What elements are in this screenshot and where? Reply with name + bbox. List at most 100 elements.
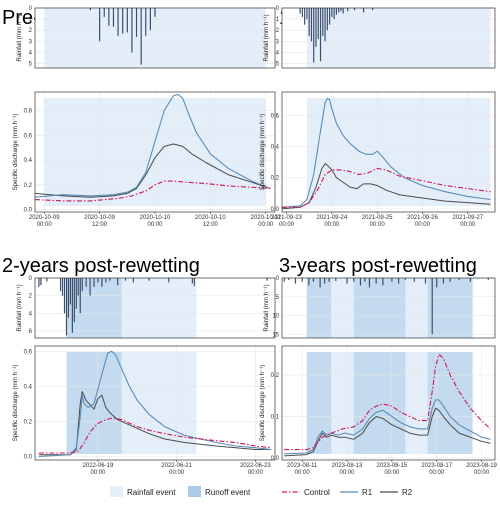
x-tick-line: 00:00: [460, 222, 476, 228]
x-tick-line: 00:00: [370, 222, 386, 228]
legend-runoff-event-label: Runoff event: [205, 488, 251, 497]
x-tick-label: 2023-08-15 00:00: [377, 463, 408, 476]
x-tick-line: 00:00: [147, 222, 163, 228]
rain-tick-label: 0: [29, 276, 33, 282]
discharge-tick-label: 0.2: [24, 183, 33, 189]
x-tick-line: 00:00: [340, 470, 356, 476]
panel-1: Pre-rewetting012345Rainfall (mm h⁻¹)0.00…: [2, 6, 282, 228]
series-line-r2: [281, 163, 491, 210]
runoff-event-band: [66, 278, 122, 338]
x-tick-label: 2021-09-26 00:00: [407, 215, 438, 228]
x-tick-label: 2023-08-11 00:00: [287, 463, 318, 476]
discharge-tick-label: 0.6: [24, 133, 33, 139]
runoff-event-band: [306, 278, 332, 338]
rain-tick-label: 2: [276, 28, 280, 34]
legend-control-label: Control: [304, 488, 330, 497]
rain-tick-label: 5: [276, 295, 280, 301]
x-tick-line: 00:00: [384, 470, 400, 476]
rain-y-axis-label: Rainfall (mm h⁻¹): [16, 284, 23, 331]
x-tick-line: 00:00: [258, 222, 274, 228]
rain-y-axis-label: Rainfall (mm h⁻¹): [263, 14, 270, 61]
discharge-y-axis-label: Specific discharge (mm h⁻¹): [259, 365, 266, 442]
series-line-r1: [34, 93, 271, 198]
x-tick-label: 2021-09-25 00:00: [362, 215, 393, 228]
discharge-tick-label: 0.6: [24, 349, 33, 355]
x-tick-line: 00:00: [90, 470, 106, 476]
rain-plot-frame: [281, 7, 496, 69]
x-tick-label: 2023-08-19 00:00: [466, 463, 497, 476]
x-tick-line: 2021-09-23: [271, 215, 302, 221]
discharge-tick-label: 0.0: [24, 454, 33, 460]
rain-y-axis-label: Rainfall (mm h⁻¹): [263, 284, 270, 331]
discharge-plot-frame: [34, 345, 276, 461]
x-tick-line: 12:00: [203, 222, 219, 228]
series-line-control: [282, 167, 491, 208]
x-tick-line: 2021-09-24: [316, 215, 347, 221]
rain-tick-label: 0: [276, 276, 280, 282]
x-tick-line: 2023-08-15: [377, 463, 408, 469]
rain-y-axis-label: Rainfall (mm h⁻¹): [16, 14, 23, 61]
x-tick-line: 2022-06-19: [83, 463, 114, 469]
series-line-r1: [284, 399, 491, 455]
rain-tick-label: 1: [29, 17, 33, 23]
discharge-tick-label: 0.4: [24, 384, 33, 390]
runoff-event-band: [353, 278, 406, 338]
x-tick-label: 2020-10-09 00:00: [29, 215, 60, 228]
x-tick-label: 2023-08-13 00:00: [332, 463, 363, 476]
discharge-tick-label: 0.4: [271, 145, 280, 151]
x-tick-label: 2021-09-24 00:00: [316, 215, 347, 228]
x-tick-line: 2023-08-19: [466, 463, 497, 469]
x-tick-line: 2020-10-09: [29, 215, 60, 221]
rain-tick-label: 5: [29, 62, 33, 68]
x-tick-line: 2023-08-13: [332, 463, 363, 469]
rain-tick-label: 6: [29, 329, 33, 335]
x-tick-line: 2021-09-27: [452, 215, 483, 221]
x-tick-label: 2022-06-19 00:00: [83, 463, 114, 476]
runoff-event-band: [427, 278, 473, 338]
runoff-event-band: [427, 352, 473, 454]
x-tick-label: 2023-08-17 00:00: [421, 463, 452, 476]
discharge-plot-frame: [34, 91, 276, 213]
discharge-tick-label: 0.1: [271, 414, 280, 420]
x-tick-line: 00:00: [279, 222, 295, 228]
rain-tick-label: 5: [276, 62, 280, 68]
discharge-tick-label: 0.0: [24, 208, 33, 214]
series-line-control: [34, 180, 271, 202]
panels: Pre-rewetting012345Rainfall (mm h⁻¹)0.00…: [2, 6, 498, 476]
x-tick-line: 00:00: [295, 470, 311, 476]
discharge-tick-label: 0.6: [271, 113, 280, 119]
rain-tick-label: 3: [276, 39, 280, 45]
legend-r1-label: R1: [362, 488, 373, 497]
rain-tick-label: 4: [29, 311, 33, 317]
rain-plot-frame: [281, 277, 496, 339]
x-tick-line: 2021-09-26: [407, 215, 438, 221]
discharge-tick-label: 0.8: [24, 109, 33, 115]
x-tick-line: 2020-10-10: [140, 215, 171, 221]
series-line-r2: [284, 407, 491, 457]
rainfall-event-band: [306, 8, 491, 68]
rain-tick-label: 4: [29, 50, 33, 56]
x-tick-label: 2021-09-27 00:00: [452, 215, 483, 228]
panel-title: 3-years post-rewetting: [279, 255, 477, 277]
rainfall-event-band: [44, 8, 266, 68]
x-tick-line: 2023-08-17: [421, 463, 452, 469]
rain-tick-label: 0: [276, 6, 280, 12]
x-tick-line: 00:00: [248, 470, 264, 476]
discharge-tick-label: 0.4: [24, 158, 33, 164]
discharge-y-axis-label: Specific discharge (mm h⁻¹): [12, 114, 19, 191]
x-tick-label: 2022-06-23 00:00: [240, 463, 271, 476]
x-tick-line: 2023-08-11: [287, 463, 318, 469]
rain-tick-label: 3: [29, 39, 33, 45]
rain-tick-label: 4: [276, 50, 280, 56]
series-line-r2: [38, 391, 272, 456]
x-tick-line: 00:00: [37, 222, 53, 228]
x-tick-line: 2022-06-21: [161, 463, 192, 469]
x-tick-line: 00:00: [474, 470, 490, 476]
x-tick-label: 2021-09-23 00:00: [271, 215, 302, 228]
x-tick-label: 2022-06-21 00:00: [161, 463, 192, 476]
discharge-y-axis-label: Specific discharge (mm h⁻¹): [12, 365, 19, 442]
discharge-plot-frame: [281, 91, 496, 213]
